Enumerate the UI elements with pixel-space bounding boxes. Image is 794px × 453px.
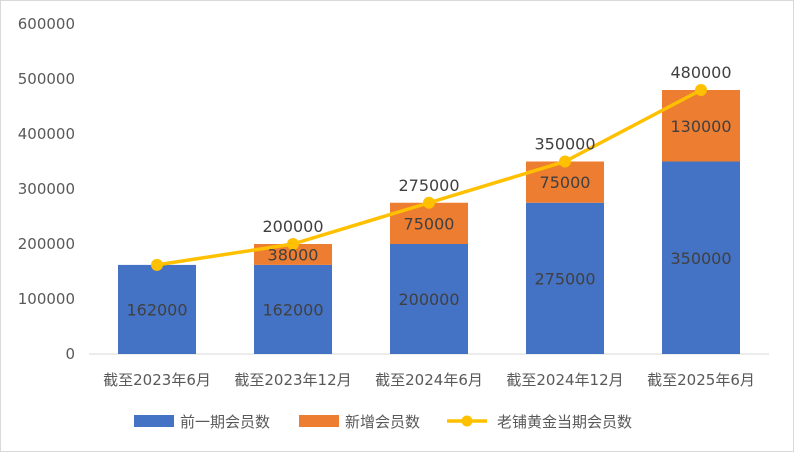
y-tick-label: 600000 — [18, 15, 75, 33]
axis-layer: 0 100000 200000 300000 400000 500000 600000 截至2… — [18, 15, 769, 389]
x-category-label: 截至2023年6月 — [103, 371, 211, 389]
y-tick-label: 500000 — [18, 70, 75, 88]
line-layer — [151, 84, 707, 271]
line-point — [287, 238, 299, 250]
line-value-label: 200000 — [262, 217, 323, 236]
line-point — [559, 155, 571, 168]
y-tick-label: 100000 — [18, 290, 75, 308]
bar-value-label: 75000 — [404, 214, 455, 233]
line-point — [151, 258, 163, 271]
line-value-label: 275000 — [398, 176, 459, 195]
x-category-label: 截至2024年6月 — [375, 371, 483, 389]
bar-new-members — [254, 244, 332, 265]
bar-previous-members — [118, 264, 196, 354]
legend-label: 前一期会员数 — [180, 413, 270, 431]
legend-label: 新增会员数 — [345, 413, 420, 431]
bar-value-label: 275000 — [534, 269, 595, 288]
legend-label: 老铺黄金当期会员数 — [497, 413, 632, 431]
y-tick-label: 0 — [65, 345, 75, 363]
x-category-label: 截至2025年6月 — [647, 371, 755, 389]
bar-value-label: 350000 — [670, 249, 731, 268]
bar-value-label: 38000 — [268, 245, 319, 264]
bar-value-label: 75000 — [540, 173, 591, 192]
legend-marker — [461, 415, 473, 427]
bar-previous-members — [662, 161, 740, 354]
y-tick-label: 400000 — [18, 125, 75, 143]
y-tick-label: 300000 — [18, 180, 75, 198]
legend: 前一期会员数 新增会员数 老铺黄金当期会员数 — [134, 413, 632, 431]
line-value-label: 350000 — [534, 135, 595, 154]
bar-previous-members — [254, 264, 332, 354]
bar-value-label: 130000 — [670, 117, 731, 136]
bar-value-label: 200000 — [398, 290, 459, 309]
line-point — [423, 196, 435, 209]
line-value-label: 480000 — [670, 63, 731, 82]
legend-swatch — [134, 415, 174, 427]
bar-value-label: 162000 — [262, 300, 323, 319]
label-layer: 162000 162000 200000 275000 350000 38000 75000… — [126, 63, 731, 319]
bar-previous-members — [390, 244, 468, 354]
bar-value-label: 162000 — [126, 300, 187, 319]
x-category-label: 截至2023年12月 — [234, 371, 351, 389]
y-tick-label: 200000 — [18, 235, 75, 253]
x-category-label: 截至2024年12月 — [506, 371, 623, 389]
line-point — [695, 84, 707, 96]
bar-layer — [118, 90, 740, 354]
legend-swatch — [299, 415, 339, 427]
bar-previous-members — [526, 202, 604, 354]
